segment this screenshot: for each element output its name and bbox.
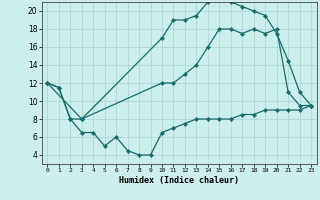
X-axis label: Humidex (Indice chaleur): Humidex (Indice chaleur) xyxy=(119,176,239,185)
